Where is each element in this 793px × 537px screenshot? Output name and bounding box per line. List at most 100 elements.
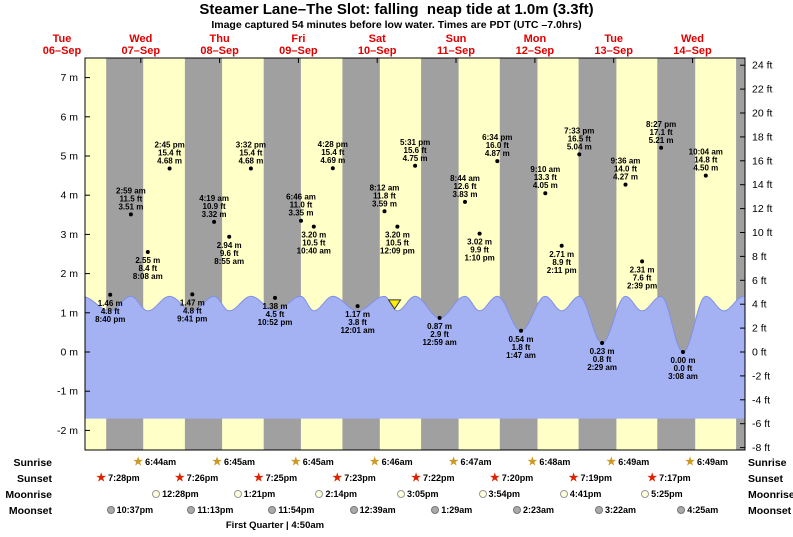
moonset-icon <box>512 506 521 514</box>
sunrise-icon: ★ <box>369 456 380 468</box>
tide-event-annotation: 5:31 pm 15.6 ft 4.75 m <box>400 138 430 163</box>
left-axis-label: 6 m <box>60 111 78 123</box>
moonrise-icon <box>641 490 650 498</box>
tide-event-annotation: 2.71 m 8.9 ft 2:11 pm <box>547 250 577 275</box>
tide-event-dot <box>273 295 277 300</box>
sunset-event: ★ 7:28pm <box>96 472 139 484</box>
moonrise-icon <box>559 490 568 498</box>
right-axis-label: -8 ft <box>752 442 770 453</box>
moonrise-icon <box>152 490 161 498</box>
moonset-event: 2:23am <box>512 505 554 515</box>
sunrise-time: 6:44am <box>145 457 177 467</box>
tide-event-dot <box>330 166 335 171</box>
sunset-time: 7:25pm <box>265 473 298 483</box>
right-axis-label: 22 ft <box>752 84 773 96</box>
sunset-event: ★ 7:23pm <box>332 473 375 484</box>
right-axis-label: 24 ft <box>752 60 773 72</box>
moon-phase-label: First Quarter | 4:50am <box>225 520 325 531</box>
current-time-marker <box>387 299 402 310</box>
moonset-time: 11:13pm <box>197 505 234 515</box>
tide-event-annotation: 3.20 m 10.5 ft 10:40 am <box>297 231 331 256</box>
tide-event-dot <box>395 224 400 229</box>
sunrise-icon: ★ <box>527 456 538 468</box>
right-axis-label: -2 ft <box>752 370 770 382</box>
moonrise-icon <box>233 490 242 498</box>
moonrise-event: 4:41pm <box>559 489 602 499</box>
almanac-row-sunset: Sunset Sunset ★ 7:28pm ★ 7:26pm ★ 7:25pm ★ 7:23pm… <box>0 471 793 487</box>
tide-event-annotation: 3.02 m 9.9 ft 1:10 pm <box>464 238 494 263</box>
moonset-time: 2:23am <box>522 505 554 515</box>
moonrise-icon <box>397 490 406 498</box>
tide-event-dot <box>600 341 605 345</box>
tide-chart: 7 m 6 m 5 m 4 m 3 m 2 m 1 m 0 m -1 m -2 m 24 ft 22 … <box>43 33 773 453</box>
moonset-time: 10:37pm <box>116 505 154 515</box>
moonrise-time: 5:25pm <box>651 489 683 499</box>
sunset-icon: ★ <box>568 472 579 484</box>
moonset-event: 12:39am <box>349 505 396 515</box>
sunrise-time: 6:46am <box>381 457 413 467</box>
right-axis-label: 14 ft <box>752 179 773 191</box>
tide-event-dot <box>190 292 195 297</box>
sunset-row-label-left: Sunset <box>16 473 52 485</box>
tide-event-annotation: 6:46 am 11.0 ft 3.35 m <box>286 193 316 218</box>
right-axis-label: 20 ft <box>752 108 773 120</box>
tide-event-annotation: 9:10 am 13.3 ft 4.05 m <box>530 165 560 190</box>
moonset-row-label-left: Moonset <box>8 505 52 517</box>
left-axis-label: 3 m <box>60 229 78 241</box>
sunrise-icon: ★ <box>685 456 696 468</box>
sunset-icon: ★ <box>489 472 500 484</box>
tide-event-dot <box>311 224 316 229</box>
sunset-icon: ★ <box>96 472 107 484</box>
moonset-event: 11:13pm <box>187 505 233 515</box>
almanac-row-moonrise: Moonrise Moonrise 12:28pm 1:21pm 2:14pm 3:05p… <box>0 487 793 503</box>
sunrise-event: ★ 6:49am <box>685 456 728 468</box>
tide-event-annotation: 4:19 am 10.9 ft 3.32 m <box>199 194 229 219</box>
right-axis-label: 16 ft <box>752 155 773 167</box>
sunrise-event: ★ 6:49am <box>606 456 649 468</box>
sunset-event: ★ 7:17pm <box>647 473 690 484</box>
day-weekday-label: Wed <box>129 33 152 45</box>
night-bar <box>736 58 745 450</box>
tide-event-annotation: 0.54 m 1.8 ft 1:47 am <box>506 335 536 360</box>
right-axis-label: 6 ft <box>752 275 767 287</box>
sunrise-time: 6:45am <box>302 457 334 467</box>
tide-event-dot <box>577 152 582 157</box>
moonrise-event: 12:28pm <box>152 489 199 499</box>
tide-event-dot <box>108 292 113 297</box>
moonrise-event: 3:54pm <box>478 489 521 499</box>
sunset-time: 7:22pm <box>423 473 455 483</box>
sunrise-icon: ★ <box>133 456 144 468</box>
tide-event-dot <box>355 304 360 309</box>
left-axis-label: 4 m <box>60 190 78 202</box>
day-weekday-label: Tue <box>604 33 623 45</box>
tide-event-annotation: 1.17 m 3.8 ft 12:01 am <box>340 310 374 335</box>
sunset-time: 7:20pm <box>501 473 534 483</box>
tide-event-dot <box>145 250 150 254</box>
right-axis-label: 18 ft <box>752 131 773 143</box>
right-axis-label: 8 ft <box>752 251 767 263</box>
sunrise-icon: ★ <box>606 456 617 468</box>
moonrise-event: 2:14pm <box>315 489 357 499</box>
sunset-row-label-right: Sunset <box>748 473 784 485</box>
moonrise-event: 3:05pm <box>397 489 439 499</box>
tide-event-dot <box>703 173 708 178</box>
day-weekday-label: Sun <box>446 33 467 45</box>
sunrise-row-label-left: Sunrise <box>13 457 52 469</box>
tide-event-dot <box>495 159 500 164</box>
tide-event-dot <box>299 218 303 223</box>
tide-event-dot <box>248 166 253 171</box>
sunset-event: ★ 7:19pm <box>568 472 612 484</box>
tide-event-dot <box>167 166 172 171</box>
page-subtitle: Image captured 54 minutes before low wat… <box>211 19 582 31</box>
moonset-event: 1:29am <box>431 505 472 515</box>
moonset-time: 11:54pm <box>278 505 315 515</box>
moonrise-time: 3:54pm <box>488 489 521 499</box>
sunrise-time: 6:45am <box>223 457 255 467</box>
tide-event-dot <box>128 212 133 217</box>
moonrise-time: 4:41pm <box>569 489 602 499</box>
tide-event-dot <box>413 163 418 168</box>
tide-event-dot <box>659 145 664 150</box>
sunrise-time: 6:48am <box>539 457 571 467</box>
tide-event-dot <box>681 350 685 354</box>
